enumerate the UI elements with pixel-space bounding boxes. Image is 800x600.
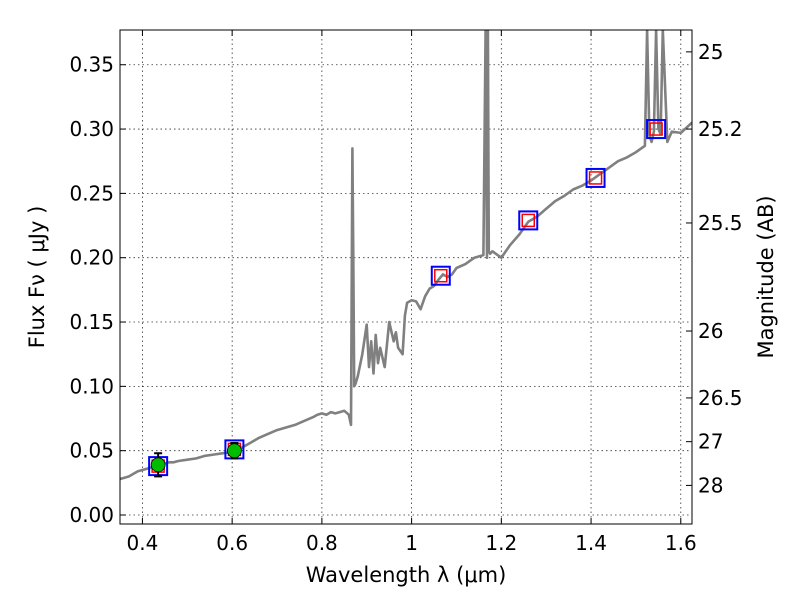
y-tick-label: 0.10 [69,374,114,398]
model-band-inner-box [521,213,536,228]
ticks [120,30,692,524]
plot-frame [119,29,693,525]
tick-labels: 0.4 0.6 0.8 1 1.2 1.4 1.6 0.00 0.05 0.10 0.15 0.20 0… [69,40,742,555]
x-tick-label: 1 [405,531,418,555]
observed-point [226,443,242,459]
model-band-inner-box [588,171,603,185]
model-band-box [646,119,667,140]
x-tick-label: 0.4 [127,531,159,555]
observed-point [150,457,166,473]
y-tick-label: 0.30 [69,117,114,141]
y2-tick-label: 27 [698,430,723,454]
y-tick-label: 0.15 [69,310,114,334]
x-tick-label: 1.2 [485,531,517,555]
model-band-inner-box [649,122,663,136]
y2-tick-label: 26.5 [698,386,743,410]
y2-tick-label: 25 [698,40,723,64]
y-tick-label: 0.05 [69,439,114,463]
y2-tick-label: 25.2 [698,117,743,141]
y2-axis-label: Magnitude (AB) [754,195,778,358]
x-tick-label: 1.6 [665,531,697,555]
x-tick-label: 0.6 [216,531,248,555]
plot-area-background [120,30,692,524]
y-axis-label: Flux Fν ( μJy ) [25,206,49,349]
y2-tick-label: 28 [698,473,723,497]
model-band-box [585,167,606,188]
model-band-box [518,210,539,231]
y-tick-label: 0.35 [69,53,114,77]
y-tick-label: 0.25 [69,181,114,205]
x-tick-label: 0.8 [306,531,338,555]
y2-tick-label: 25.5 [698,211,743,235]
model-band-box [430,265,451,286]
grid-lines [120,30,692,524]
y-tick-label: 0.00 [69,503,114,527]
model-band-inner-box [434,268,448,283]
series-layer [120,30,692,481]
x-tick-label: 1.4 [575,531,607,555]
y-tick-label: 0.20 [69,246,114,270]
y2-tick-label: 26 [698,319,723,343]
x-axis-label: Wavelength λ (μm) [306,563,507,587]
